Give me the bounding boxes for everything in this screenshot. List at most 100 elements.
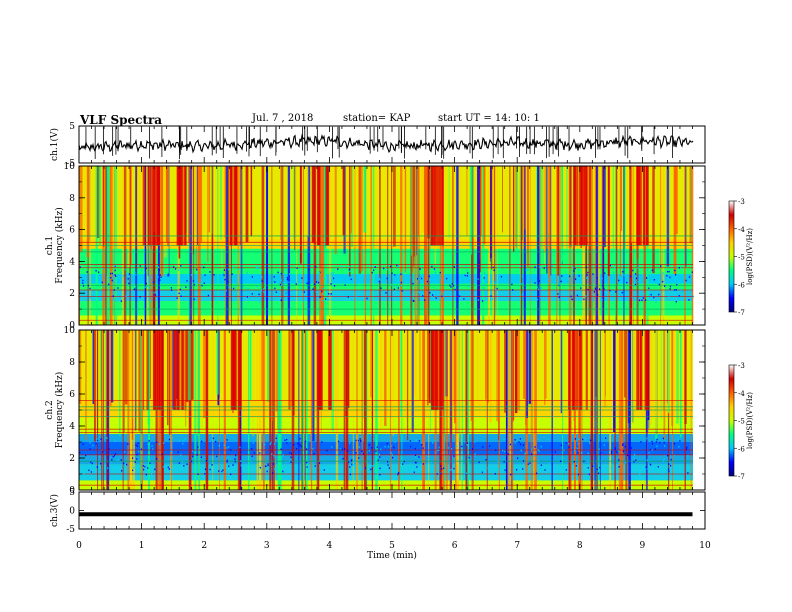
psd-speckle — [622, 450, 625, 453]
psd-speckle — [675, 288, 677, 291]
psd-speckle — [284, 439, 286, 441]
emission-streak — [288, 330, 291, 410]
psd-speckle — [190, 460, 193, 463]
emission-streak — [642, 166, 644, 246]
psd-speckle — [120, 271, 122, 274]
emission-streak — [627, 330, 631, 424]
psd-speckle — [587, 271, 589, 274]
psd-speckle — [687, 454, 689, 457]
psd-speckle — [398, 472, 400, 474]
psd-speckle — [410, 445, 412, 448]
psd-speckle — [251, 293, 253, 295]
emission-streak — [572, 330, 575, 410]
psd-speckle — [111, 272, 113, 275]
emission-streak — [437, 166, 440, 246]
psd-speckle — [116, 459, 118, 462]
psd-speckle — [485, 459, 487, 461]
psd-speckle — [223, 269, 226, 271]
emission-streak — [428, 330, 431, 403]
emission-streak — [187, 166, 190, 243]
psd-speckle — [386, 277, 388, 280]
emission-streak — [316, 330, 320, 410]
psd-speckle — [358, 274, 361, 276]
emission-streak — [448, 166, 450, 238]
psd-speckle — [192, 455, 194, 458]
psd-speckle — [415, 461, 417, 464]
psd-speckle — [540, 287, 542, 289]
psd-speckle — [88, 266, 91, 268]
psd-speckle — [280, 299, 282, 302]
psd-speckle — [400, 468, 402, 470]
psd-speckle — [100, 462, 102, 465]
freq-band — [79, 239, 693, 249]
y-axis-label-group: ch.1(V) — [49, 128, 60, 161]
psd-speckle — [630, 447, 632, 449]
psd-speckle — [453, 467, 455, 470]
emission-streak — [429, 166, 431, 271]
psd-speckle — [326, 449, 328, 452]
psd-speckle — [509, 443, 512, 446]
psd-speckle — [113, 464, 115, 466]
psd-speckle — [391, 445, 393, 447]
psd-speckle — [234, 458, 236, 460]
x-tick-label: 4 — [327, 541, 333, 551]
psd-speckle — [453, 266, 455, 268]
emission-streak — [666, 166, 670, 267]
psd-speckle — [651, 442, 654, 445]
psd-speckle — [536, 298, 538, 301]
emission-streak — [161, 330, 164, 416]
emission-streak — [348, 166, 351, 277]
psd-speckle — [520, 283, 523, 285]
psd-speckle — [679, 472, 681, 474]
psd-speckle — [653, 291, 655, 293]
psd-speckle — [391, 456, 394, 459]
psd-speckle — [163, 442, 165, 444]
psd-speckle — [286, 438, 288, 441]
psd-speckle — [562, 472, 565, 474]
psd-speckle — [418, 291, 420, 293]
emission-streak — [202, 330, 206, 419]
emission-streak — [167, 330, 169, 426]
psd-speckle — [122, 275, 124, 277]
psd-speckle — [540, 267, 542, 269]
psd-speckle — [289, 452, 291, 454]
psd-speckle — [573, 449, 576, 452]
psd-speckle — [158, 443, 161, 445]
psd-speckle — [83, 473, 85, 475]
psd-speckle — [88, 469, 90, 472]
psd-speckle — [293, 443, 295, 446]
figure-title: VLF Spectra — [80, 113, 163, 127]
psd-speckle — [587, 288, 589, 291]
psd-speckle — [269, 443, 271, 446]
colorbar-label: log(PSD)(V²/Hz) — [746, 392, 754, 449]
psd-speckle — [409, 276, 411, 279]
psd-speckle — [609, 264, 612, 267]
psd-speckle — [274, 456, 276, 459]
psd-speckle — [676, 291, 678, 294]
psd-speckle — [351, 459, 353, 461]
psd-speckle — [432, 442, 434, 444]
psd-speckle — [388, 278, 390, 280]
psd-speckle — [201, 440, 203, 443]
psd-speckle — [647, 269, 649, 271]
psd-speckle — [306, 466, 308, 468]
psd-speckle — [413, 279, 415, 282]
psd-speckle — [273, 276, 275, 278]
psd-speckle — [645, 466, 647, 468]
psd-speckle — [474, 441, 476, 443]
psd-speckle — [511, 283, 513, 286]
psd-speckle — [454, 294, 456, 297]
psd-speckle — [668, 295, 670, 297]
psd-speckle — [575, 465, 577, 467]
psd-speckle — [145, 282, 147, 285]
psd-speckle — [543, 267, 545, 269]
psd-speckle — [538, 280, 541, 282]
emission-streak — [94, 330, 96, 442]
psd-speckle — [654, 440, 657, 443]
emission-streak — [491, 166, 493, 270]
psd-speckle — [540, 445, 542, 448]
emission-streak — [514, 330, 518, 414]
psd-speckle — [554, 467, 556, 470]
psd-speckle — [440, 465, 442, 467]
emission-streak — [502, 166, 503, 233]
